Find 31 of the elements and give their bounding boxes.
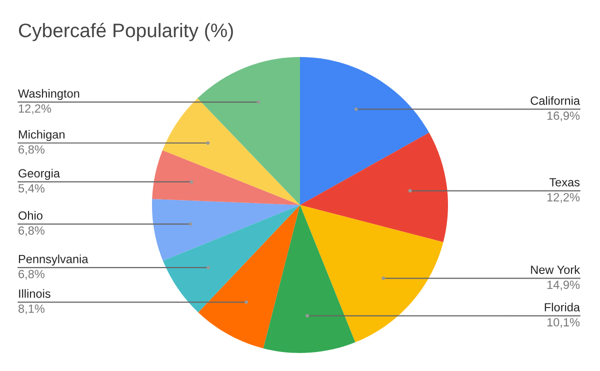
slice-label: Georgia	[18, 168, 60, 180]
pie-slice	[300, 57, 430, 205]
data-label: 12,2%	[18, 104, 52, 114]
slice-label: Washington	[18, 89, 80, 100]
slice-label: Illinois	[19, 289, 50, 298]
pie-slice	[300, 205, 444, 342]
pie-slice	[198, 57, 300, 205]
pie-slice	[162, 98, 300, 205]
slice-label: Ohio	[18, 211, 42, 220]
pie-slice	[300, 132, 448, 242]
data-label: 12,2%	[547, 193, 580, 203]
pie-slice	[152, 150, 300, 205]
slice-label: Florida	[544, 302, 580, 312]
pie-slice	[263, 205, 356, 353]
data-label: 16,9%	[547, 112, 580, 122]
slice-label: New York	[531, 265, 580, 274]
slice-label: Michigan	[18, 130, 64, 142]
slice-label: California	[530, 96, 580, 105]
pie-slice	[162, 205, 300, 312]
data-label: 10,1%	[547, 318, 580, 328]
chart-title: Cybercafé Popularity (%)	[18, 22, 233, 42]
data-label: 6,8%	[18, 270, 44, 280]
data-label: 5,4%	[18, 184, 44, 194]
slice-label: Texas	[549, 178, 580, 186]
data-label: 8,1%	[18, 304, 44, 314]
pie-slice	[152, 198, 300, 261]
slice-label: Pennsylvania	[18, 254, 88, 266]
data-label: 14,9%	[547, 280, 580, 290]
data-label: 6,8%	[18, 226, 44, 236]
pie-slice	[198, 205, 300, 348]
data-label: 6,8%	[18, 145, 44, 156]
